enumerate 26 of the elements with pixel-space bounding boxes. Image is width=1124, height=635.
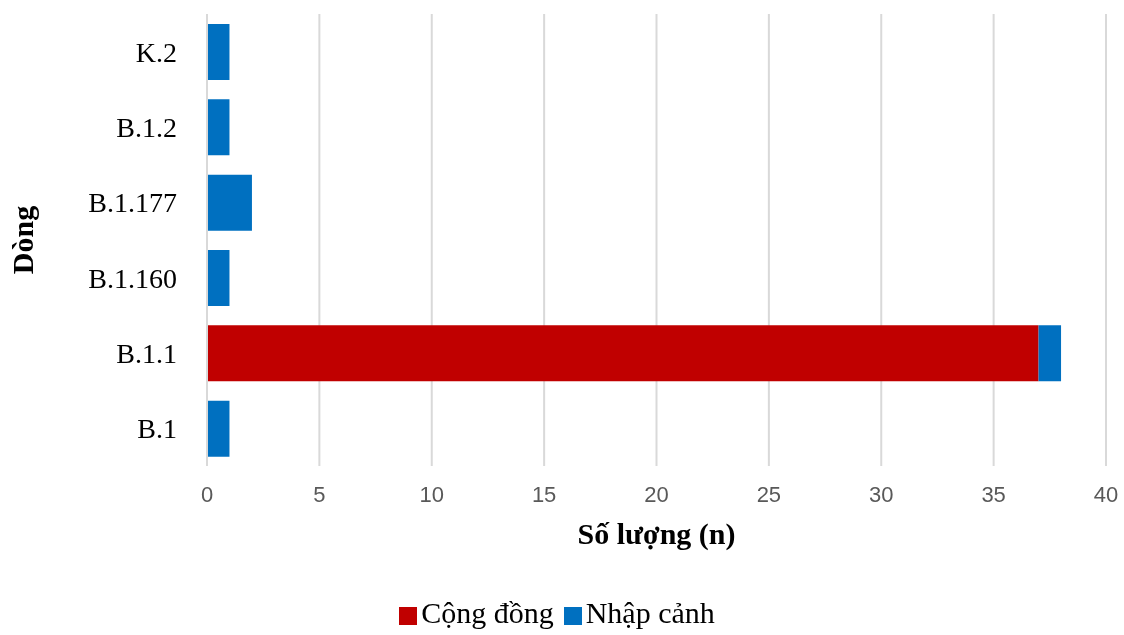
y-tick-label: B.1.2 [116, 111, 177, 143]
x-tick-label: 10 [419, 481, 444, 507]
x-tick-label: 35 [981, 481, 1006, 507]
x-tick-label: 5 [313, 481, 326, 507]
legend-label: Cộng đồng [421, 596, 554, 629]
x-tick-label: 15 [531, 481, 557, 507]
y-tick-label: B.1.177 [88, 187, 177, 219]
bar [207, 99, 230, 156]
x-tick-label: 20 [644, 481, 669, 507]
y-tick-label: K.2 [135, 36, 177, 68]
y-tick-label: B.1.1 [116, 337, 177, 369]
bar [1038, 325, 1062, 382]
y-tick-label: B.1.160 [88, 262, 177, 294]
bar [207, 250, 230, 306]
x-tick-label: 25 [756, 481, 782, 507]
x-tick-label: 0 [200, 481, 214, 507]
legend-label: Nhập cảnh [585, 596, 715, 629]
x-tick-label: 40 [1093, 481, 1119, 507]
bar [207, 400, 230, 457]
y-tick-label: B.1 [137, 413, 177, 445]
bar [207, 174, 252, 231]
x-axis-title: Số lượng (n) [577, 517, 736, 551]
x-tick-label: 30 [869, 481, 894, 507]
bar [207, 24, 230, 80]
y-axis-title: Dòng [5, 205, 39, 275]
bar [207, 325, 1039, 382]
